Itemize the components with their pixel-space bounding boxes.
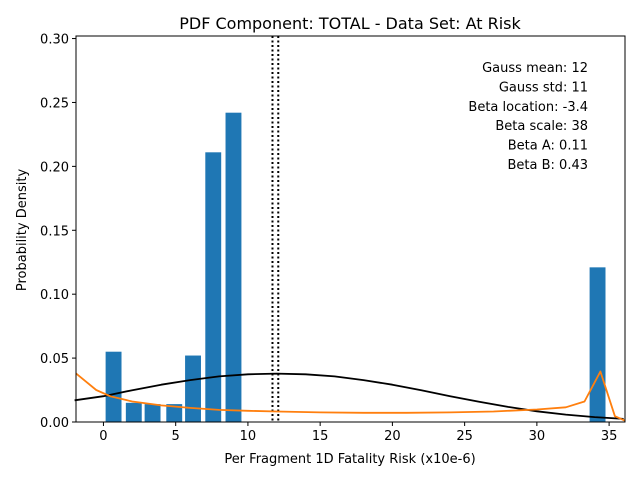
x-axis-label: Per Fragment 1D Fatality Risk (x10e-6) <box>224 452 475 467</box>
x-tick-label-2: 10 <box>240 429 257 444</box>
y-tick-label-2: 0.10 <box>40 288 69 303</box>
bar-2 <box>144 404 161 422</box>
bar-0 <box>105 351 122 422</box>
annotation-0: Gauss mean: 12 <box>482 61 588 76</box>
bar-7 <box>589 267 606 422</box>
chart-title: PDF Component: TOTAL - Data Set: At Risk <box>179 14 521 33</box>
bar-1 <box>125 402 142 422</box>
annotation-2: Beta location: -3.4 <box>468 100 588 115</box>
annotation-4: Beta A: 0.11 <box>508 139 588 154</box>
x-tick-label-6: 30 <box>529 429 546 444</box>
y-tick-label-6: 0.30 <box>40 33 69 48</box>
y-tick-label-4: 0.20 <box>40 160 69 175</box>
x-tick-label-5: 25 <box>456 429 473 444</box>
x-tick-label-0: 0 <box>99 429 107 444</box>
annotation-1: Gauss std: 11 <box>499 80 588 95</box>
bar-5 <box>205 152 222 422</box>
x-tick-label-7: 35 <box>601 429 618 444</box>
x-tick-label-3: 15 <box>312 429 329 444</box>
annotation-5: Beta B: 0.43 <box>508 158 589 173</box>
axes-frame <box>75 35 626 423</box>
bar-4 <box>185 355 201 422</box>
annotation-3: Beta scale: 38 <box>495 119 588 134</box>
x-tick-label-4: 20 <box>384 429 401 444</box>
y-axis-label: Probability Density <box>15 169 30 292</box>
beta-curve <box>75 370 626 422</box>
y-tick-label-3: 0.15 <box>40 224 69 239</box>
plot-area: 0 5 10 15 20 25 30 35 0.00 0.05 0.10 0.15 0.20 0.25 0.… <box>40 33 626 444</box>
bar-3 <box>166 404 183 422</box>
y-tick-label-5: 0.25 <box>40 96 69 111</box>
x-tick-label-1: 5 <box>172 429 180 444</box>
y-tick-label-0: 0.00 <box>40 416 69 431</box>
y-tick-label-1: 0.05 <box>40 352 69 367</box>
bar-6 <box>225 112 242 422</box>
